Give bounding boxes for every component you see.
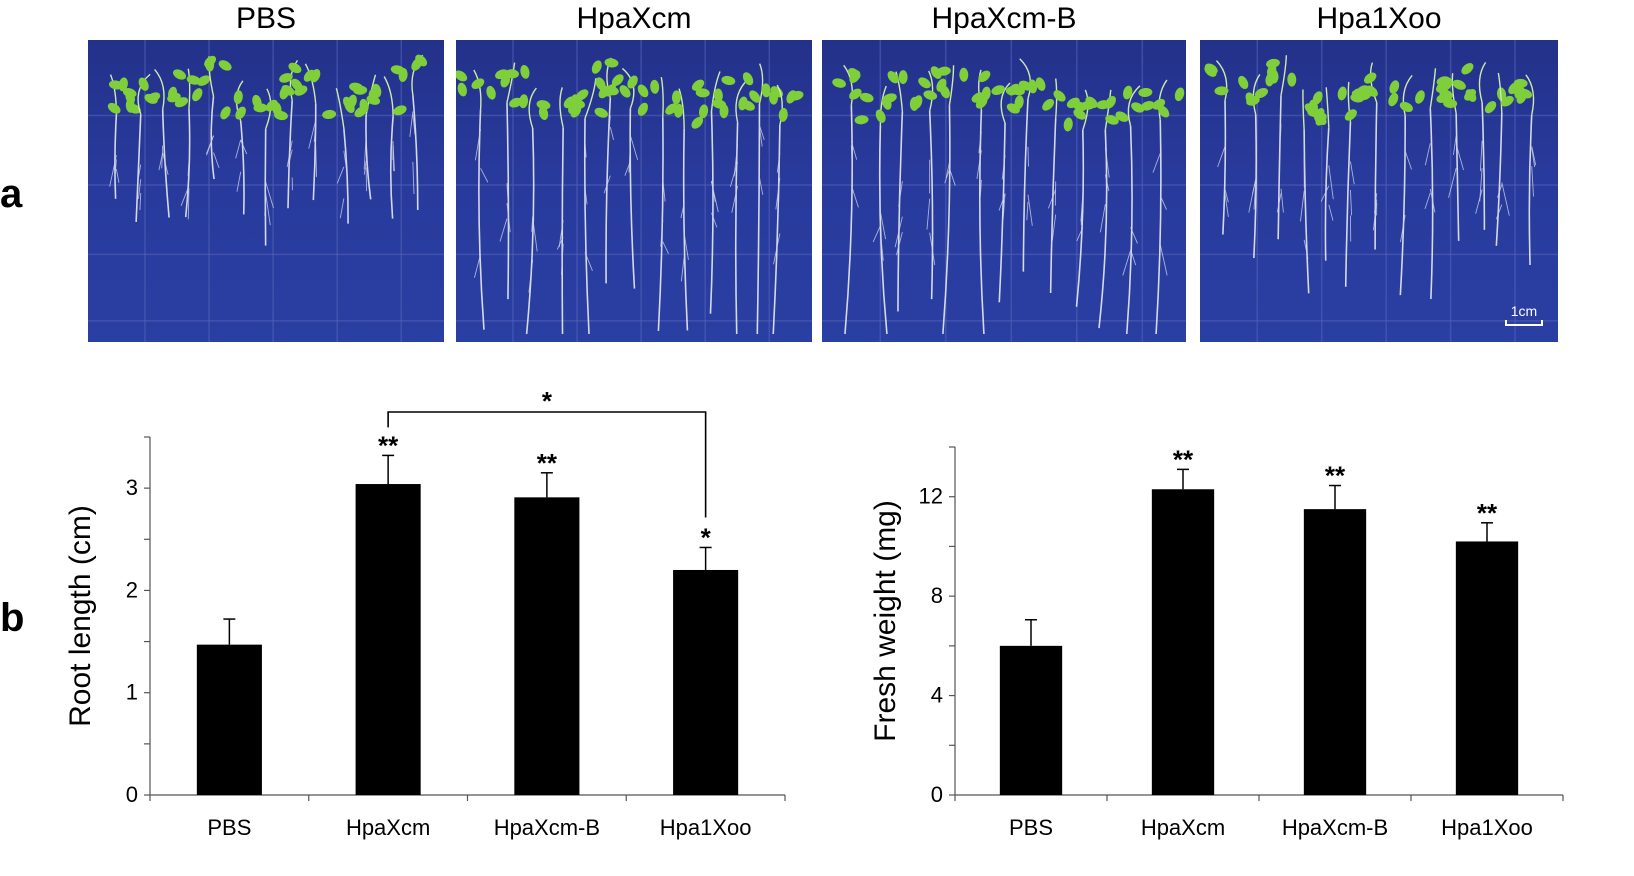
x-tick-label: PBS	[207, 815, 251, 840]
bar-HpaXcm	[1151, 489, 1215, 795]
x-tick-label: HpaXcm-B	[494, 815, 600, 840]
y-tick-label: 3	[126, 475, 138, 500]
x-tick-label: PBS	[1009, 815, 1053, 840]
photo-title-pbs: PBS	[235, 2, 297, 35]
bar-Hpa1Xoo	[673, 569, 739, 795]
comparison-bracket	[387, 411, 707, 518]
y-tick-label: 1	[126, 680, 138, 705]
bar-PBS	[999, 645, 1063, 795]
bar-HpaXcm	[355, 484, 421, 795]
significance-mark: **	[1325, 461, 1346, 491]
y-tick-label: 0	[931, 782, 943, 807]
bar-HpaXcm-B	[1303, 509, 1367, 795]
y-axis-label: Root length (cm)	[64, 505, 97, 727]
y-tick-label: 2	[126, 577, 138, 602]
seedling-drawing	[88, 40, 444, 342]
panel-label-a: a	[0, 172, 23, 216]
y-axis-label: Fresh weight (mg)	[869, 500, 902, 742]
bar-PBS	[196, 644, 262, 795]
seedling-drawing	[456, 40, 812, 342]
significance-mark: **	[1477, 498, 1498, 528]
photo-title-hpaxcm: HpaXcm	[576, 2, 692, 35]
significance-mark: **	[378, 430, 399, 460]
seedling-drawing	[1200, 40, 1558, 342]
y-tick-label: 0	[126, 782, 138, 807]
seedling-photo-pbs	[88, 40, 444, 342]
seedling-drawing	[822, 40, 1186, 342]
y-tick-label: 8	[931, 583, 943, 608]
x-tick-label: Hpa1Xoo	[1441, 815, 1533, 840]
scale-bar-label: 1cm	[1511, 303, 1537, 319]
y-tick-label: 12	[919, 484, 943, 509]
significance-mark: **	[1173, 444, 1194, 474]
bar-HpaXcm-B	[514, 497, 580, 795]
scale-bar: 1cm	[1505, 303, 1543, 326]
seedling-photo-hpa1xoo: 1cm	[1200, 40, 1558, 342]
y-tick-label: 4	[931, 683, 943, 708]
chart-1: 0 4 8 12 Fresh weight (mg) PBS ** HpaXcm ** HpaXc…	[869, 444, 1564, 840]
bar-Hpa1Xoo	[1455, 541, 1519, 795]
x-tick-label: HpaXcm-B	[1282, 815, 1388, 840]
seedling-photo-hpaxcm-b	[822, 40, 1186, 342]
significance-mark: *	[701, 522, 712, 552]
panel-label-b: b	[0, 596, 25, 640]
x-tick-label: HpaXcm	[346, 815, 430, 840]
comparison-mark: *	[542, 386, 553, 416]
x-tick-label: Hpa1Xoo	[660, 815, 752, 840]
significance-mark: **	[537, 448, 558, 478]
photo-title-hpa1xoo: Hpa1Xoo	[1316, 2, 1442, 35]
x-tick-label: HpaXcm	[1141, 815, 1225, 840]
photo-title-hpaxcm-b: HpaXcm-B	[931, 2, 1077, 35]
seedling-photo-hpaxcm	[456, 40, 812, 342]
